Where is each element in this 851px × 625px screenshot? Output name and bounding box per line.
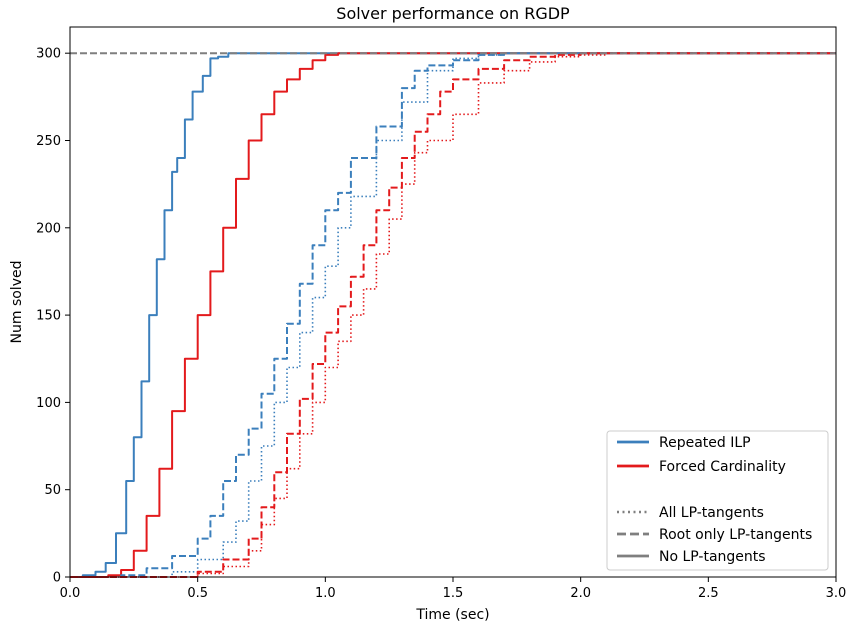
series-line-3: [70, 52, 836, 578]
legend-label: All LP-tangents: [659, 505, 764, 521]
legend-items: Repeated ILP Forced Cardinality All LP-tan…: [617, 435, 812, 565]
x-axis: 0.0 0.5 1.0 1.5 2.0 2.5 3.0: [60, 577, 847, 601]
y-tick-label: 50: [44, 483, 61, 498]
y-tick-label: 100: [36, 396, 61, 411]
series-line-2: [70, 52, 836, 578]
x-axis-title: Time (sec): [415, 607, 489, 623]
x-tick-label: 0.0: [60, 586, 81, 601]
x-tick-label: 2.0: [570, 586, 591, 601]
legend-label: Root only LP-tangents: [659, 527, 812, 543]
x-tick-label: 1.5: [443, 586, 464, 601]
x-tick-label: 0.5: [187, 586, 208, 601]
series-line-5: [70, 52, 836, 578]
x-tick-label: 1.0: [315, 586, 336, 601]
series-line-1: [70, 52, 836, 578]
legend-frame: [606, 430, 829, 571]
chart-title: Solver performance on RGDP: [336, 4, 570, 23]
series-layer: [70, 52, 836, 578]
series-line-4: [70, 52, 836, 578]
legend: Repeated ILP Forced Cardinality All LP-tan…: [606, 430, 829, 571]
x-tick-label: 2.5: [698, 586, 719, 601]
y-tick-label: 300: [36, 47, 61, 62]
series-line-0: [70, 52, 836, 578]
y-axis-title: Num solved: [9, 261, 25, 344]
y-tick-label: 250: [36, 134, 61, 149]
y-axis: 0 50 100 150 200 250 300: [36, 47, 70, 586]
y-tick-label: 200: [36, 221, 61, 236]
legend-label: Forced Cardinality: [659, 459, 786, 475]
y-tick-label: 0: [53, 571, 61, 586]
x-tick-label: 3.0: [826, 586, 847, 601]
legend-label: No LP-tangents: [659, 549, 766, 565]
legend-label: Repeated ILP: [659, 435, 751, 451]
y-tick-label: 150: [36, 309, 61, 324]
